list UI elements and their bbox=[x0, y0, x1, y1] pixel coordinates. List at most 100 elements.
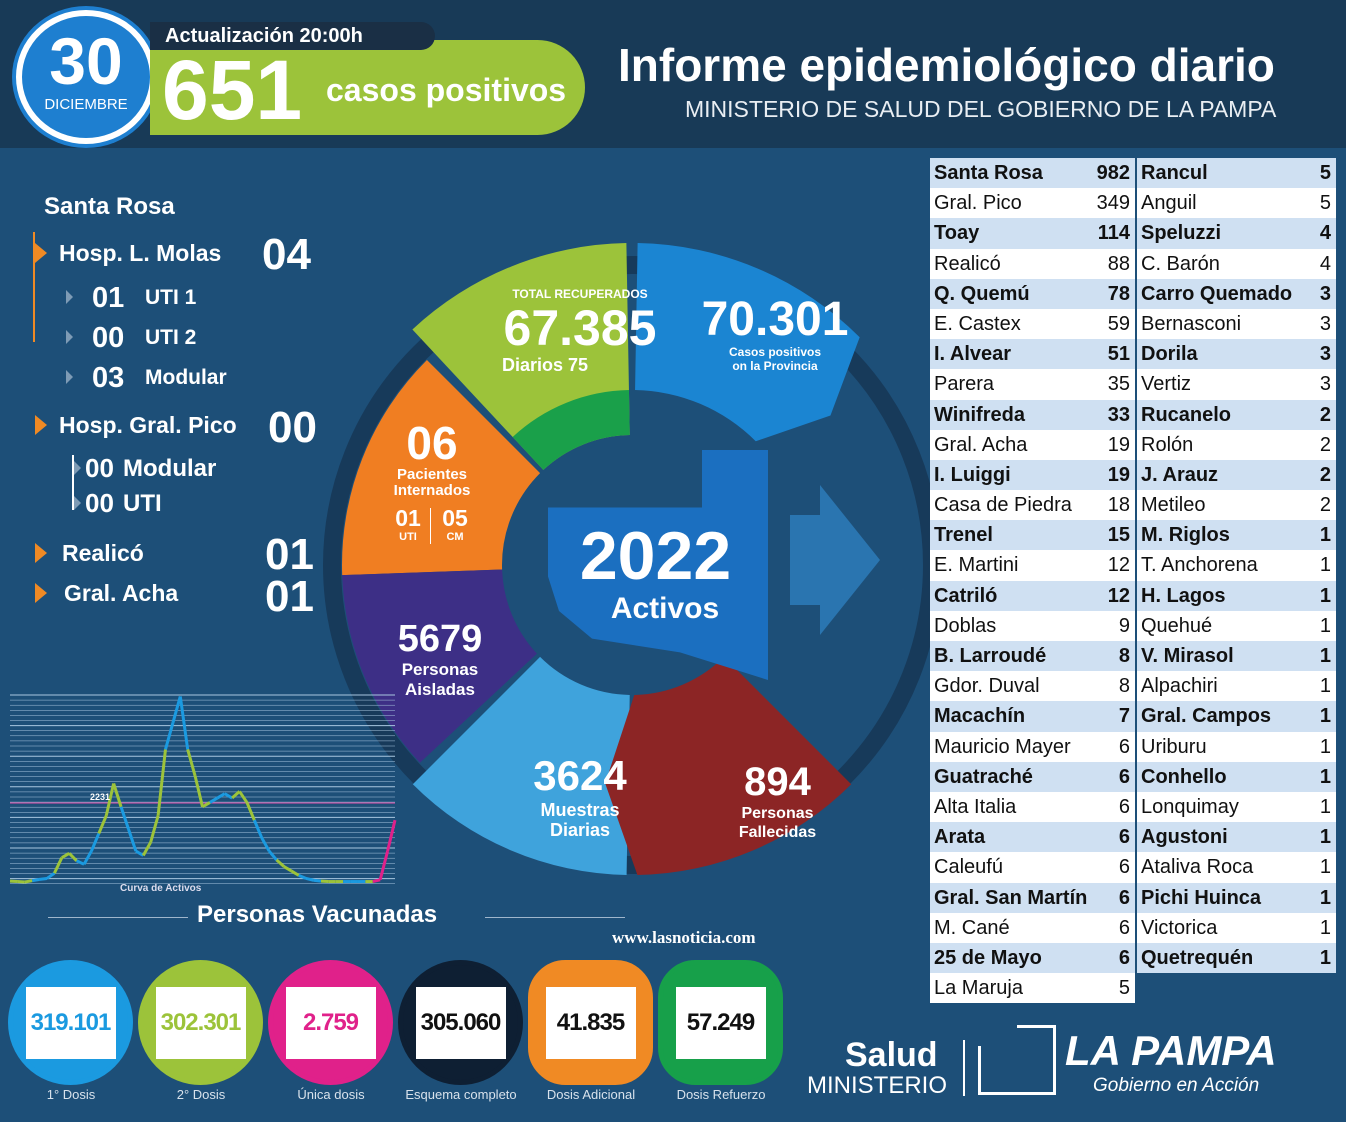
chart-line-segment bbox=[378, 850, 390, 881]
chart-line-segment bbox=[46, 871, 56, 880]
samples-label-1: Muestras bbox=[540, 800, 620, 820]
vaccine-value: 57.249 bbox=[675, 986, 766, 1059]
locality-count: 59 bbox=[1107, 312, 1130, 335]
locality-count: 9 bbox=[1118, 614, 1130, 637]
locality-cell bbox=[1135, 973, 1336, 1004]
chart-line-segment bbox=[267, 850, 278, 861]
active-label: Activos bbox=[610, 592, 720, 625]
chart-line-segment bbox=[141, 841, 152, 857]
samples-segment bbox=[412, 656, 630, 875]
locality-count: 8 bbox=[1118, 645, 1130, 667]
locality-cell: Rolón 2 bbox=[1135, 429, 1336, 460]
isolated-label-1: Personas bbox=[401, 660, 479, 679]
chart-line-segment bbox=[171, 696, 182, 724]
locality-count: 5 bbox=[1118, 977, 1130, 1000]
chart-line-segment bbox=[186, 749, 197, 777]
locality-name: Alpachiri bbox=[1141, 675, 1218, 698]
locality-count: 33 bbox=[1107, 403, 1130, 426]
hospital-realico: Realicó bbox=[62, 540, 144, 566]
ward-label: UTI bbox=[123, 490, 162, 517]
locality-cell: Mauricio Mayer 6 bbox=[930, 731, 1135, 762]
chart-line-segment bbox=[31, 877, 40, 883]
locality-cell: Victorica 1 bbox=[1135, 912, 1336, 943]
locality-count: 5 bbox=[1319, 192, 1331, 215]
locality-cell: M. Cané 6 bbox=[930, 912, 1135, 943]
table-row: Caleufú 6 Ataliva Roca 1 bbox=[930, 852, 1336, 883]
locality-name: Trenel bbox=[934, 524, 993, 547]
locality-cell: Arata 6 bbox=[930, 822, 1135, 853]
deaths-segment bbox=[605, 656, 852, 875]
locality-count: 1 bbox=[1319, 554, 1331, 577]
locality-cell: Parera 35 bbox=[930, 369, 1135, 400]
locality-cell: Trenel 15 bbox=[930, 520, 1135, 551]
locality-count: 3 bbox=[1319, 282, 1331, 305]
locality-count: 2 bbox=[1319, 403, 1331, 426]
vaccine-value: 319.101 bbox=[25, 986, 116, 1059]
locality-count: 1 bbox=[1319, 946, 1331, 969]
locality-name: M. Riglos bbox=[1141, 524, 1230, 547]
locality-cell: Rancul 5 bbox=[1135, 158, 1336, 189]
table-row: Alta Italia 6 Lonquimay 1 bbox=[930, 791, 1336, 823]
arrow-icon bbox=[66, 290, 73, 304]
divider bbox=[963, 1040, 965, 1096]
locality-name: Anguil bbox=[1141, 192, 1197, 215]
locality-count: 78 bbox=[1107, 282, 1130, 305]
positive-total: 70.301 bbox=[701, 293, 849, 346]
locality-name: T. Anchorena bbox=[1141, 554, 1258, 577]
active-cases-chart: 2231 bbox=[10, 694, 397, 884]
recovered-value: 67.385 bbox=[503, 300, 657, 356]
table-row: Catriló 12 H. Lagos 1 bbox=[930, 580, 1336, 611]
arrow-icon bbox=[66, 330, 73, 344]
locality-name: Rucanelo bbox=[1141, 403, 1232, 426]
locality-count: 1 bbox=[1319, 886, 1331, 909]
page-subtitle: MINISTERIO DE SALUD DEL GOBIERNO DE LA P… bbox=[685, 96, 1277, 122]
arrow-right-icon bbox=[790, 485, 880, 635]
samples-label-2: Diarias bbox=[549, 820, 611, 840]
update-time: Actualización 20:00h bbox=[150, 22, 435, 50]
arrow-icon bbox=[35, 243, 47, 263]
locality-name: M. Cané bbox=[934, 916, 1010, 939]
cases-bar bbox=[150, 40, 585, 135]
chart-line-segment bbox=[24, 879, 33, 884]
locality-name: La Maruja bbox=[934, 977, 1023, 1000]
hospitalized-uti-label: UTI bbox=[399, 531, 417, 543]
locality-name: Speluzzi bbox=[1141, 222, 1222, 245]
locality-count: 1 bbox=[1319, 916, 1331, 939]
positive-segment bbox=[635, 243, 860, 442]
hospitalized-label-1: Pacientes bbox=[396, 466, 468, 483]
locality-count: 1 bbox=[1319, 645, 1331, 667]
locality-name: Doblas bbox=[934, 614, 997, 637]
recovered-caption: TOTAL RECUPERADOS bbox=[512, 287, 648, 301]
chart-line-segment bbox=[156, 749, 167, 816]
chart-line-segment bbox=[275, 858, 285, 868]
peak-annotation: 2231 bbox=[90, 792, 110, 802]
locality-cell: 25 de Mayo 6 bbox=[930, 942, 1135, 974]
locality-count: 5 bbox=[1319, 162, 1331, 184]
locality-cell: Winifreda 33 bbox=[930, 399, 1135, 430]
positive-label-2: on la Provincia bbox=[732, 359, 818, 373]
locality-count: 6 bbox=[1118, 886, 1130, 909]
website-watermark: www.lasnoticia.com bbox=[612, 928, 756, 947]
locality-cell: Gdor. Duval 8 bbox=[930, 671, 1135, 702]
divider bbox=[430, 508, 431, 544]
positive-label-1: Casos positivos bbox=[728, 345, 822, 359]
vaccine-value: 2.759 bbox=[285, 986, 376, 1059]
locality-name: Quetrequén bbox=[1141, 946, 1254, 969]
locality-cell: Casa de Piedra 18 bbox=[930, 490, 1135, 521]
locality-name: E. Castex bbox=[934, 312, 1021, 335]
chart-line-segment bbox=[298, 873, 307, 880]
daily-cases: 651 bbox=[162, 43, 303, 137]
table-row: Gdor. Duval 8 Alpachiri 1 bbox=[930, 671, 1336, 702]
locality-cell: J. Arauz 2 bbox=[1135, 459, 1336, 491]
chart-line-segment bbox=[75, 859, 85, 866]
hospital-realico-value: 01 bbox=[265, 530, 314, 579]
active-value: 2022 bbox=[579, 518, 732, 594]
hospitalized-label-2: Internados bbox=[393, 482, 471, 499]
locality-name: Guatraché bbox=[934, 765, 1033, 788]
hospitalized-uti: 01 bbox=[395, 505, 421, 531]
date-month: DICIEMBRE bbox=[44, 96, 128, 113]
vaccine-badge: 319.101 bbox=[8, 960, 133, 1085]
locality-cell: Doblas 9 bbox=[930, 610, 1135, 641]
locality-count: 3 bbox=[1319, 312, 1331, 335]
isolated-segment bbox=[342, 569, 537, 763]
